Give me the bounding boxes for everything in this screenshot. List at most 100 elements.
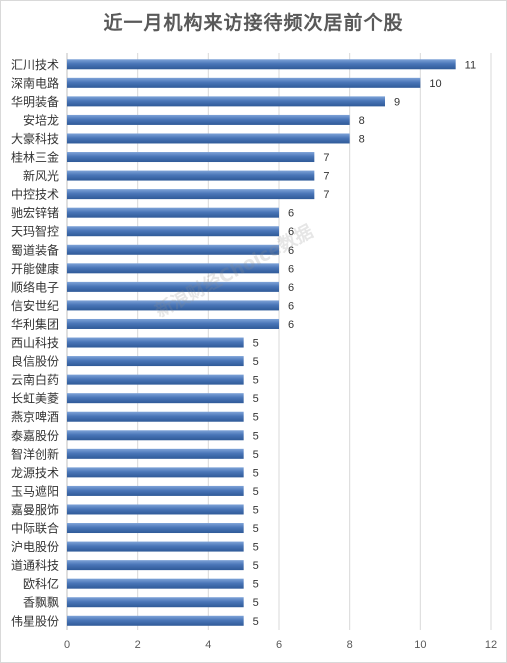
x-tick-label: 6: [276, 639, 282, 651]
bar: [67, 281, 279, 292]
data-label: 6: [288, 319, 294, 331]
data-label: 6: [288, 226, 294, 238]
category-label: 道通科技: [11, 559, 59, 573]
bar: [67, 560, 244, 571]
category-label: 中控技术: [11, 187, 59, 202]
bar: [67, 59, 456, 70]
bar: [67, 597, 244, 608]
bar: [67, 96, 385, 107]
category-label: 玉马遮阳: [11, 483, 59, 498]
data-label: 5: [253, 597, 259, 609]
data-label: 5: [253, 504, 259, 516]
data-label: 7: [323, 171, 329, 183]
category-label: 华利集团: [11, 316, 59, 331]
category-label: 燕京啤酒: [11, 409, 59, 424]
bar: [67, 226, 279, 237]
bar: [67, 263, 279, 274]
category-label: 汇川技术: [11, 58, 59, 72]
bar: [67, 207, 279, 218]
data-label: 5: [253, 393, 259, 405]
category-label: 大豪科技: [11, 131, 59, 146]
bar: [67, 578, 244, 589]
category-label: 华明装备: [11, 95, 59, 109]
category-label: 新风光: [23, 168, 59, 183]
bar: [67, 170, 315, 181]
category-label: 香飘飘: [23, 596, 59, 610]
category-label: 嘉曼服饰: [11, 503, 59, 517]
category-label: 顺络电子: [11, 279, 59, 294]
data-label: 5: [253, 412, 259, 424]
chart-title: 近一月机构来访接待频次居前个股: [103, 12, 404, 34]
category-label: 开能健康: [11, 261, 59, 276]
data-label: 5: [253, 579, 259, 591]
bar: [67, 504, 244, 515]
bar: [67, 244, 279, 255]
bar: [67, 133, 350, 144]
data-label: 6: [288, 300, 294, 312]
x-tick-label: 2: [135, 639, 141, 651]
bar: [67, 318, 279, 329]
data-label: 9: [394, 96, 400, 108]
category-label: 信安世纪: [11, 298, 59, 313]
data-label: 8: [359, 115, 365, 127]
bar: [67, 374, 244, 385]
category-label: 龙源技术: [11, 466, 59, 480]
x-tick-label: 0: [64, 639, 70, 651]
data-label: 5: [253, 616, 259, 628]
bar: [67, 467, 244, 478]
bar: [67, 430, 244, 441]
category-label: 欧科亿: [23, 576, 59, 591]
data-label: 5: [253, 467, 259, 479]
category-label: 桂林三金: [11, 150, 59, 165]
data-label: 5: [253, 430, 259, 442]
x-tick-label: 10: [414, 639, 426, 651]
data-label: 5: [253, 560, 259, 572]
bar: [67, 393, 244, 404]
category-label: 长虹美菱: [11, 392, 59, 406]
bar: [67, 615, 244, 626]
bar: [67, 485, 244, 496]
category-label: 泰嘉股份: [11, 429, 59, 443]
bar: [67, 337, 244, 348]
data-label: 5: [253, 542, 259, 554]
data-label: 5: [253, 449, 259, 461]
data-label: 6: [288, 208, 294, 220]
x-tick-label: 12: [485, 639, 497, 651]
category-label: 良信股份: [11, 354, 59, 369]
category-label: 中际联合: [11, 521, 59, 536]
category-label: 安培龙: [23, 112, 59, 127]
data-label: 11: [465, 59, 476, 71]
category-label: 沪电股份: [11, 540, 59, 554]
data-label: 6: [288, 263, 294, 275]
data-label: 10: [429, 78, 441, 90]
category-label: 西山科技: [11, 336, 59, 350]
bar: [67, 300, 279, 311]
data-label: 5: [253, 375, 259, 387]
bar: [67, 152, 315, 163]
category-label: 云南白药: [11, 372, 59, 387]
bar: [67, 189, 315, 200]
data-label: 6: [288, 245, 294, 257]
data-label: 5: [253, 338, 259, 350]
bar: [67, 114, 350, 125]
data-label: 7: [323, 189, 329, 201]
x-tick-label: 4: [205, 639, 211, 651]
bar: [67, 448, 244, 459]
data-label: 5: [253, 356, 259, 368]
data-label: 7: [323, 152, 329, 164]
bar: [67, 523, 244, 534]
bar: [67, 541, 244, 552]
category-label: 驰宏锌锗: [11, 205, 59, 220]
data-label: 8: [359, 133, 365, 145]
data-label: 5: [253, 486, 259, 498]
category-label: 智洋创新: [11, 446, 59, 461]
data-label: 6: [288, 282, 294, 294]
bar: [67, 411, 244, 422]
category-label: 伟星股份: [11, 614, 59, 628]
bar: [67, 356, 244, 367]
bar: [67, 77, 421, 88]
category-label: 天玛智控: [11, 224, 59, 239]
data-label: 5: [253, 523, 259, 535]
